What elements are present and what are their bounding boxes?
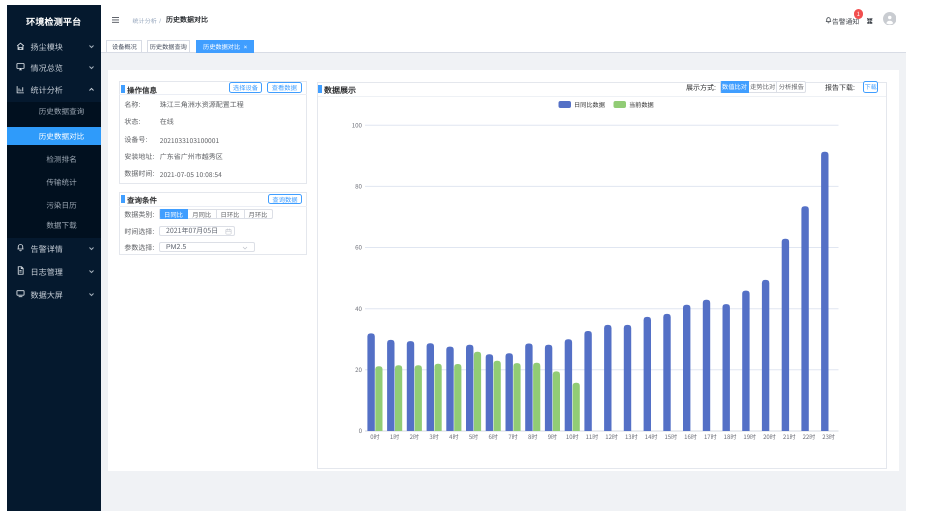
svg-text:3时: 3时	[429, 432, 438, 441]
svg-text:18时: 18时	[724, 432, 737, 441]
svg-text:100: 100	[352, 120, 363, 129]
svg-text:5时: 5时	[469, 432, 478, 441]
svg-text:8时: 8时	[528, 432, 537, 441]
svg-text:0: 0	[359, 426, 363, 435]
svg-text:日同比数据: 日同比数据	[574, 100, 605, 109]
svg-text:11时: 11时	[586, 432, 599, 441]
svg-text:1时: 1时	[390, 432, 399, 441]
svg-text:15时: 15时	[664, 432, 677, 441]
svg-text:40: 40	[355, 303, 362, 312]
svg-text:60: 60	[355, 242, 362, 251]
svg-text:17时: 17时	[704, 432, 717, 441]
svg-text:6时: 6时	[489, 432, 498, 441]
svg-text:9时: 9时	[548, 432, 557, 441]
svg-text:22时: 22时	[803, 432, 816, 441]
svg-text:10时: 10时	[566, 432, 579, 441]
svg-text:2时: 2时	[410, 432, 419, 441]
svg-text:12时: 12时	[605, 432, 618, 441]
svg-text:20: 20	[355, 365, 362, 374]
svg-text:当前数据: 当前数据	[629, 100, 654, 109]
svg-text:13时: 13时	[625, 432, 638, 441]
svg-text:19时: 19时	[743, 432, 756, 441]
svg-text:0时: 0时	[370, 432, 379, 441]
svg-text:16时: 16时	[684, 432, 697, 441]
svg-text:20时: 20时	[763, 432, 776, 441]
svg-text:4时: 4时	[449, 432, 458, 441]
svg-text:14时: 14时	[645, 432, 658, 441]
svg-text:23时: 23时	[822, 432, 835, 441]
svg-text:21时: 21时	[783, 432, 796, 441]
svg-text:80: 80	[355, 181, 362, 190]
svg-text:7时: 7时	[508, 432, 517, 441]
